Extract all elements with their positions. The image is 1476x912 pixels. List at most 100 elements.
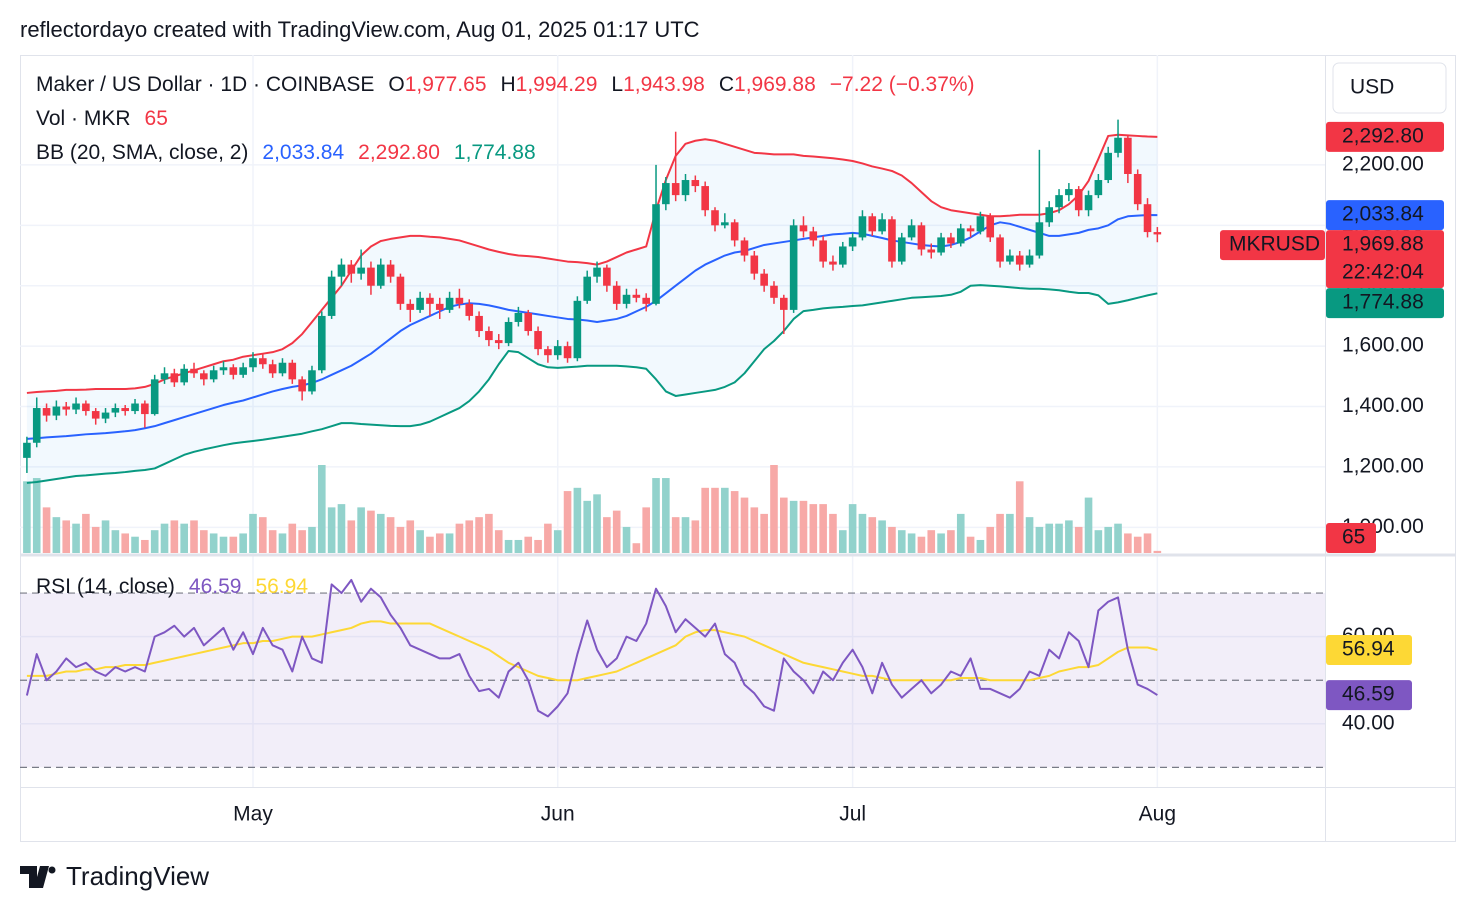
candle-body bbox=[947, 237, 955, 244]
volume-bar bbox=[337, 504, 346, 553]
volume-bar bbox=[190, 520, 198, 553]
candle-body bbox=[23, 442, 31, 458]
candle-body bbox=[121, 408, 129, 412]
volume-bar bbox=[583, 500, 592, 553]
price-pane bbox=[23, 119, 1162, 553]
candle-body bbox=[1055, 195, 1063, 208]
volume-bar bbox=[121, 533, 129, 553]
volume-bar bbox=[268, 530, 277, 553]
volume-bar bbox=[612, 510, 621, 553]
line bbox=[26, 284, 1158, 484]
volume-bar bbox=[691, 520, 700, 553]
candle-body bbox=[838, 246, 847, 265]
volume-bar bbox=[229, 536, 238, 553]
candle-body bbox=[721, 222, 729, 226]
candle-body bbox=[347, 264, 356, 274]
candle-body bbox=[1035, 222, 1044, 256]
candle-body bbox=[632, 294, 641, 298]
volume-bar bbox=[897, 530, 906, 553]
logo-dot bbox=[48, 866, 56, 874]
volume-bar bbox=[376, 513, 385, 553]
logo-mark bbox=[20, 866, 49, 888]
volume-bar bbox=[239, 533, 247, 553]
candle-body bbox=[200, 373, 208, 380]
candle-body bbox=[740, 240, 749, 256]
volume-bar bbox=[150, 530, 159, 553]
candle-body bbox=[42, 408, 51, 416]
candle-body bbox=[91, 411, 100, 419]
volume-bar bbox=[1035, 526, 1044, 553]
volume-bar bbox=[829, 513, 837, 553]
volume-bar bbox=[1065, 520, 1073, 553]
legend-item: Maker / US Dollar · 1D · COINBASE bbox=[36, 73, 374, 96]
symbol-label: MKRUSD bbox=[1229, 233, 1320, 256]
price-badge bbox=[1326, 121, 1444, 152]
candle-body bbox=[671, 183, 680, 196]
volume-bar bbox=[1015, 481, 1024, 553]
x-tick-label: May bbox=[233, 803, 273, 826]
volume-bar bbox=[180, 523, 188, 553]
legend-item: BB (20, SMA, close, 2) bbox=[36, 141, 248, 164]
candle-body bbox=[1084, 195, 1093, 211]
currency[interactable]: USD bbox=[1350, 76, 1394, 99]
candle-body bbox=[72, 403, 80, 410]
candle-body bbox=[897, 237, 906, 262]
candle-body bbox=[622, 294, 631, 304]
candle-body bbox=[642, 297, 650, 304]
candle-body bbox=[170, 373, 179, 383]
volume-bar bbox=[1055, 523, 1063, 553]
price-badge bbox=[1326, 230, 1444, 289]
candle-body bbox=[52, 406, 61, 416]
candle-body bbox=[1114, 137, 1122, 153]
volume-bar bbox=[209, 533, 218, 553]
candle-body bbox=[907, 225, 916, 238]
currency-button[interactable] bbox=[1332, 62, 1447, 114]
volume-bar bbox=[62, 520, 71, 553]
candle-body bbox=[1133, 173, 1142, 205]
candle-body bbox=[701, 186, 709, 211]
candle-body bbox=[868, 216, 877, 232]
candle-body bbox=[544, 349, 552, 356]
legend: Maker / US Dollar · 1D · COINBASE O1,977.… bbox=[36, 73, 975, 598]
grid bbox=[20, 55, 1325, 787]
candle-body bbox=[514, 312, 523, 322]
symbol-badge bbox=[1220, 230, 1325, 261]
candle-body bbox=[750, 255, 759, 274]
candle-body bbox=[239, 367, 247, 375]
volume-bar bbox=[32, 478, 41, 553]
volume-bar bbox=[721, 487, 729, 553]
volume-bar bbox=[455, 523, 464, 553]
volume-bar bbox=[416, 530, 424, 553]
candle-body bbox=[190, 368, 198, 374]
candle-body bbox=[426, 297, 434, 304]
volume-bar bbox=[838, 530, 847, 553]
candle-body bbox=[180, 368, 188, 383]
price-badge-label: 1,969.88 bbox=[1342, 233, 1424, 256]
candle-body bbox=[141, 403, 149, 415]
volume-bar bbox=[160, 523, 169, 553]
volume-bar bbox=[259, 517, 267, 553]
volume-bar bbox=[131, 536, 139, 553]
volume-bar bbox=[976, 539, 985, 553]
legend-item: 2,292.80 bbox=[358, 141, 440, 164]
line bbox=[26, 214, 1158, 440]
volume-bar bbox=[494, 530, 503, 553]
candle-body bbox=[976, 216, 985, 232]
volume-bar bbox=[91, 526, 100, 553]
candle-body bbox=[966, 228, 975, 232]
volume-bar bbox=[288, 523, 297, 553]
volume-bar bbox=[603, 517, 611, 553]
price-badge-label: 2,292.80 bbox=[1342, 124, 1424, 147]
volume-bar bbox=[760, 513, 768, 553]
candle-body bbox=[337, 264, 346, 277]
volume-bar bbox=[770, 465, 778, 553]
volume-bar bbox=[347, 520, 356, 553]
volume-bar bbox=[966, 536, 975, 553]
candle-body bbox=[819, 240, 827, 262]
x-tick-label: Aug bbox=[1139, 803, 1176, 826]
volume-bar bbox=[1143, 533, 1152, 553]
volume-bar bbox=[730, 491, 739, 553]
candle-body bbox=[691, 180, 700, 187]
volume-bar bbox=[52, 517, 61, 553]
